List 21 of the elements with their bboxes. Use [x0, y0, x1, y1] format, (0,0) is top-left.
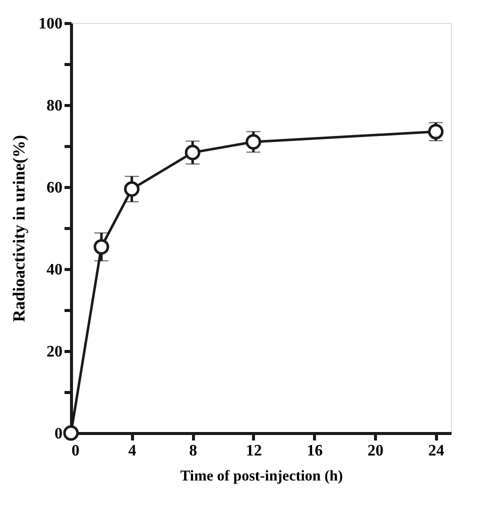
x-tick-label: 0	[72, 442, 80, 460]
x-tick-label: 12	[246, 442, 262, 460]
x-tick-label: 20	[368, 442, 384, 460]
y-tick-label: 100	[38, 16, 62, 32]
point	[124, 181, 140, 197]
y-tick-label: 80	[46, 98, 62, 114]
x-tick-label: 16	[306, 442, 323, 460]
x-tick-label: 4	[128, 442, 136, 460]
y-tick-label: 60	[46, 180, 62, 196]
x-tick-label: 24	[428, 442, 444, 460]
y-axis-title: Radioactivity in urine(%)	[10, 135, 28, 322]
point	[63, 425, 79, 441]
point	[94, 239, 110, 255]
y-tick-label: 20	[46, 344, 62, 360]
x-axis-title: Time of post-injection (h)	[180, 468, 343, 484]
point	[246, 134, 262, 150]
y-tick-label: 40	[46, 262, 62, 278]
y-tick-label: 0	[54, 426, 62, 442]
point	[428, 124, 444, 140]
point	[184, 144, 200, 160]
x-tick-label: 8	[189, 442, 198, 460]
